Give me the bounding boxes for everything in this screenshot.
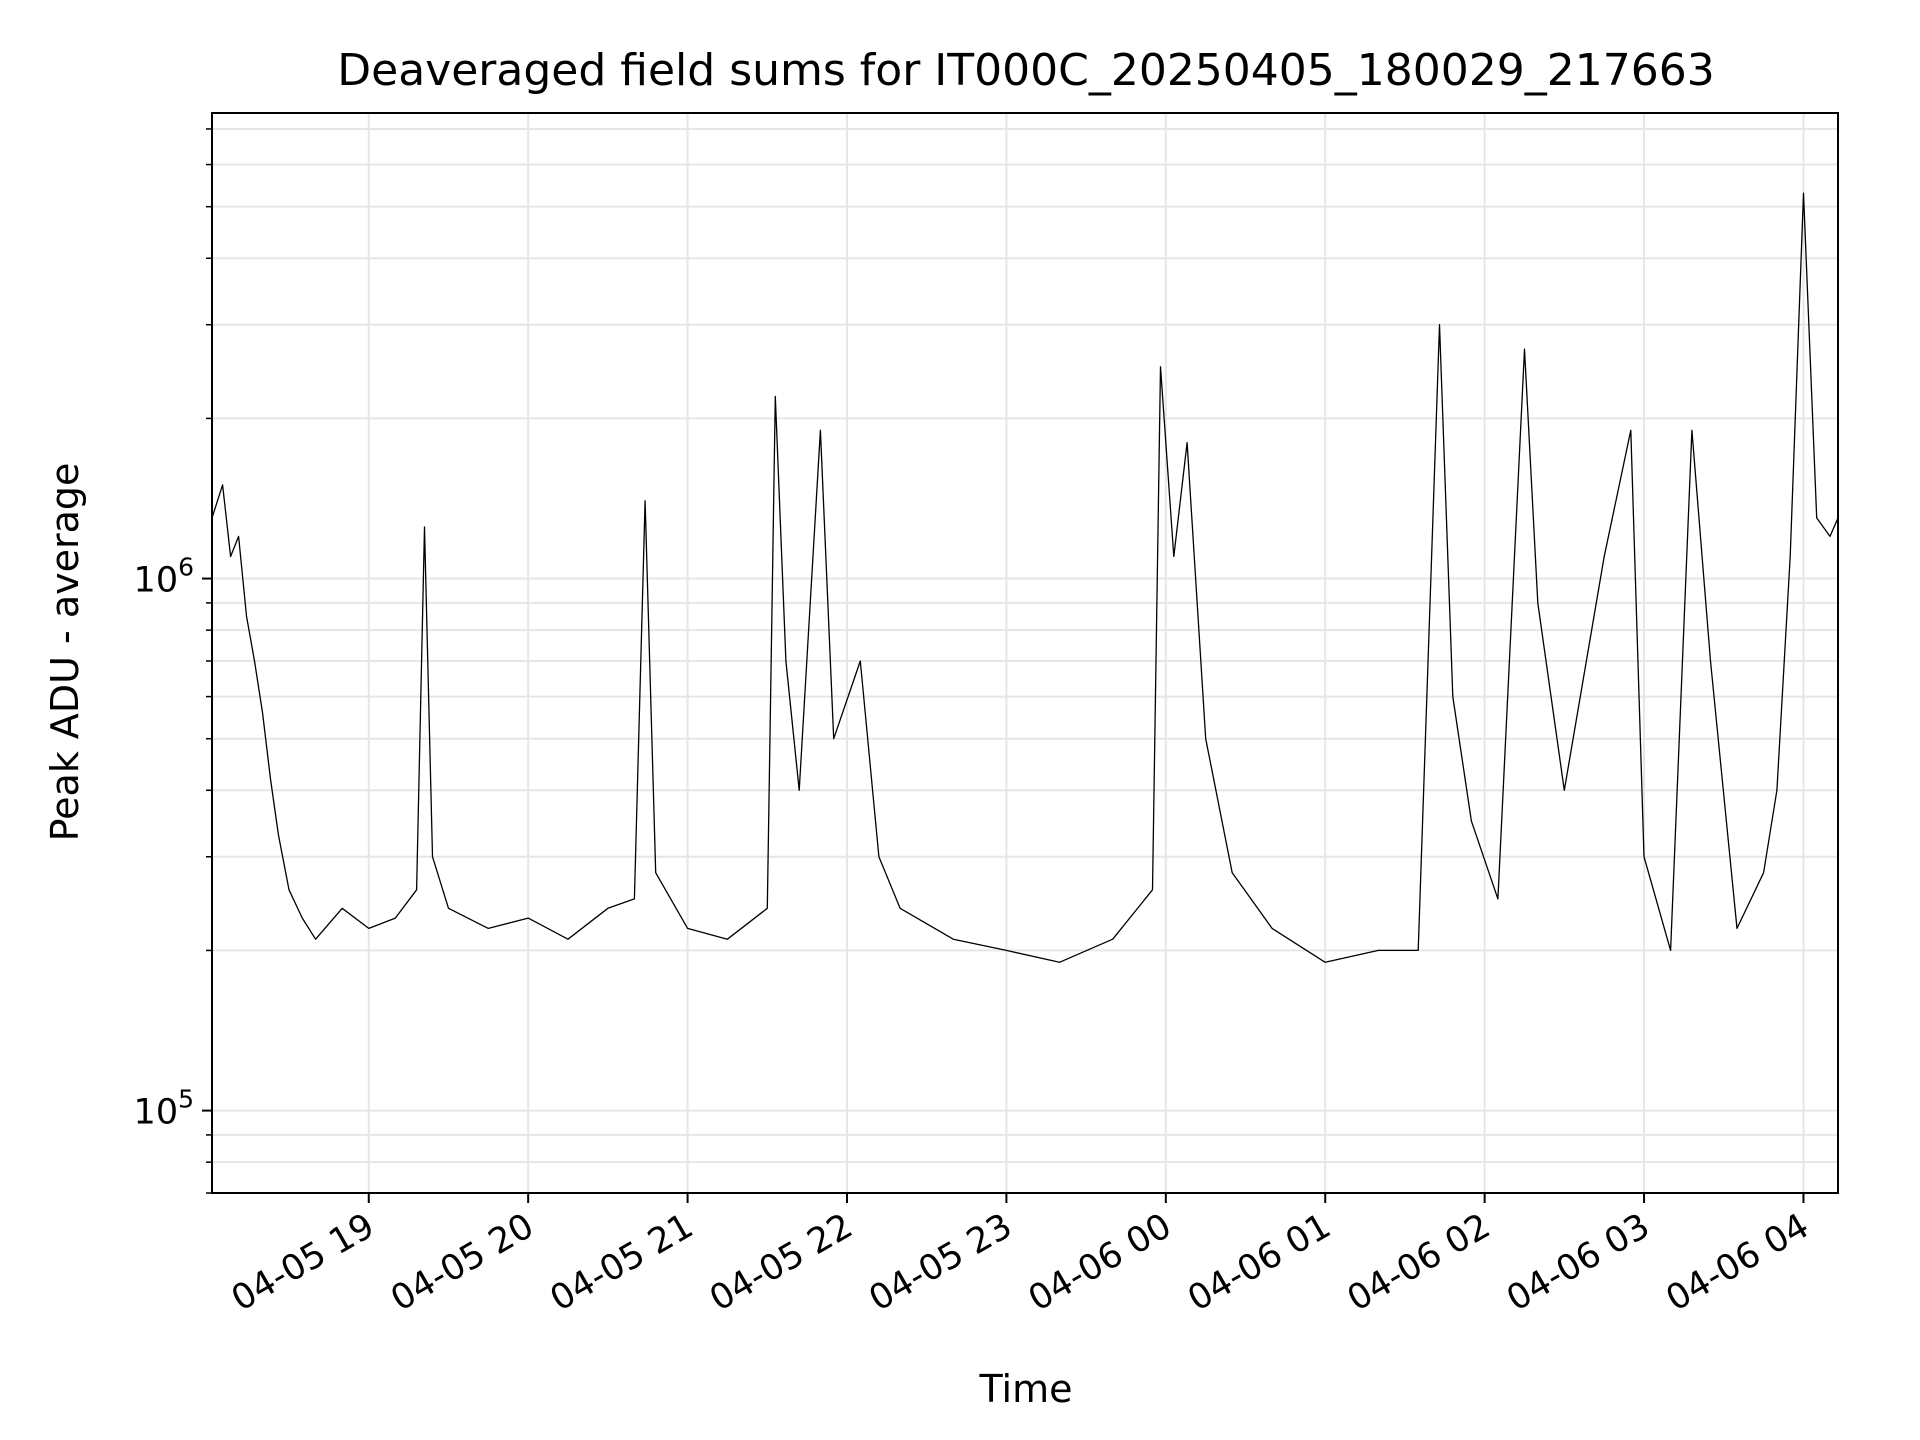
x-axis-label: Time [979,1367,1073,1411]
plot-area-frame [211,112,1839,1194]
data-series-line-0 [211,192,1839,963]
y-axis-label: Peak ADU - average [43,463,87,842]
y-tick-label: 105 [134,1085,194,1133]
y-axis: 105 106 [134,128,212,1194]
grid [212,113,1838,1194]
chart-title: Deaveraged field sums for IT000C_2025040… [337,45,1714,96]
data-line-layer [211,192,1839,963]
y-tick-label: 106 [134,553,194,601]
